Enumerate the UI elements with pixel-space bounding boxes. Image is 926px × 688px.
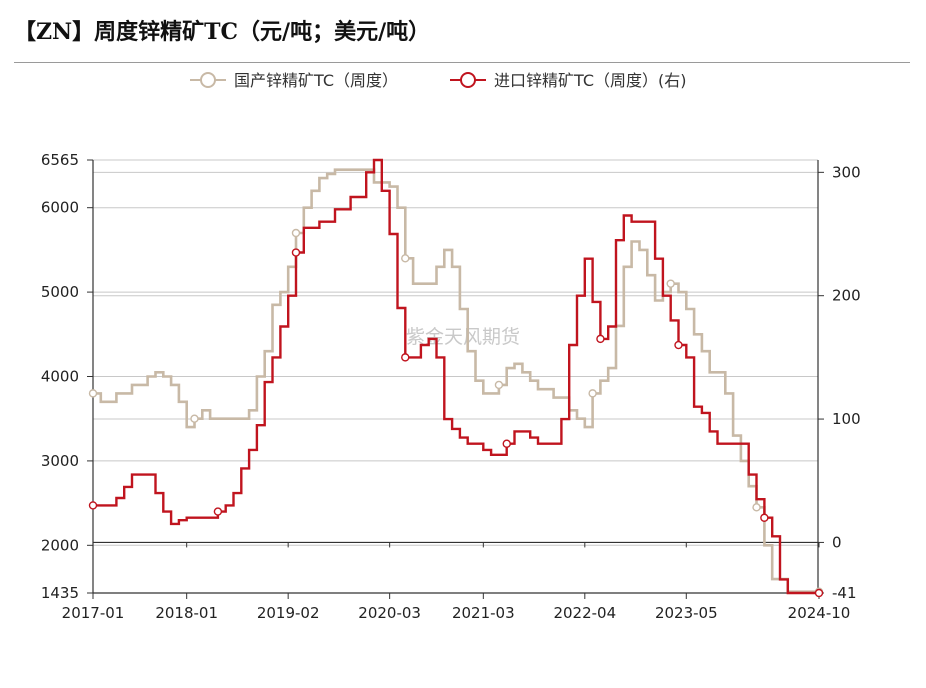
- x-tick-label: 2024-10: [788, 604, 851, 622]
- point-imported: [291, 248, 301, 257]
- point-imported: [674, 340, 683, 350]
- point-imported: [213, 507, 223, 516]
- chart-title: 【ZN】周度锌精矿TC（元/吨；美元/吨）: [14, 19, 431, 45]
- watermark-text: 紫金天风期货: [406, 326, 520, 348]
- grid-lines: [93, 159, 818, 594]
- x-tick-label: 2022-04: [553, 604, 616, 622]
- point-domestic: [190, 414, 199, 423]
- y-right-tick-label: 200: [832, 287, 861, 305]
- y-left-tick-label: 1435: [41, 584, 79, 602]
- x-tick-label: 2021-03: [452, 604, 515, 622]
- x-tick-label: 2023-05: [655, 604, 718, 622]
- point-imported: [502, 439, 511, 448]
- point-imported: [814, 588, 824, 598]
- y-left-tick-label: 5000: [41, 283, 79, 301]
- y-left-tick-label: 6565: [41, 151, 79, 169]
- point-domestic: [494, 380, 504, 390]
- y-right-tick-label: 0: [832, 533, 842, 551]
- y-right-tick-label: 100: [832, 410, 861, 428]
- point-domestic: [291, 228, 301, 238]
- x-tick-label: 2019-02: [257, 604, 320, 622]
- title-divider: [14, 62, 910, 63]
- legend: 国产锌精矿TC（周度） 进口锌精矿TC（周度）(右): [190, 71, 687, 90]
- legend-swatch-marker: [460, 72, 476, 88]
- y-left-tick-label: 2000: [41, 536, 79, 554]
- point-imported: [596, 334, 605, 344]
- point-domestic: [752, 503, 761, 512]
- x-tick-label: 2017-01: [62, 604, 125, 622]
- point-domestic: [88, 389, 98, 398]
- point-imported: [88, 501, 98, 510]
- series-line-domestic: [93, 168, 819, 593]
- legend-label: 国产锌精矿TC（周度）: [234, 71, 398, 90]
- point-imported: [401, 353, 410, 362]
- legend-label: 进口锌精矿TC（周度）(右): [494, 71, 687, 90]
- point-domestic: [666, 279, 675, 288]
- x-tick-label: 2020-03: [358, 604, 421, 622]
- y-right-tick-label: 300: [832, 163, 861, 181]
- y-left-tick-label: 4000: [41, 368, 79, 386]
- point-domestic: [401, 254, 410, 263]
- legend-item-imported: 进口锌精矿TC（周度）(右): [450, 71, 687, 90]
- point-imported: [760, 513, 769, 522]
- series-line-imported: [93, 158, 819, 595]
- x-tick-label: 2018-01: [155, 604, 218, 622]
- point-domestic: [588, 389, 597, 398]
- y-right-tick-label: -41: [832, 584, 857, 602]
- y-left-tick-label: 3000: [41, 452, 79, 470]
- y-left-tick-label: 6000: [41, 199, 79, 217]
- legend-item-domestic: 国产锌精矿TC（周度）: [190, 71, 398, 90]
- legend-swatch-marker: [200, 72, 216, 88]
